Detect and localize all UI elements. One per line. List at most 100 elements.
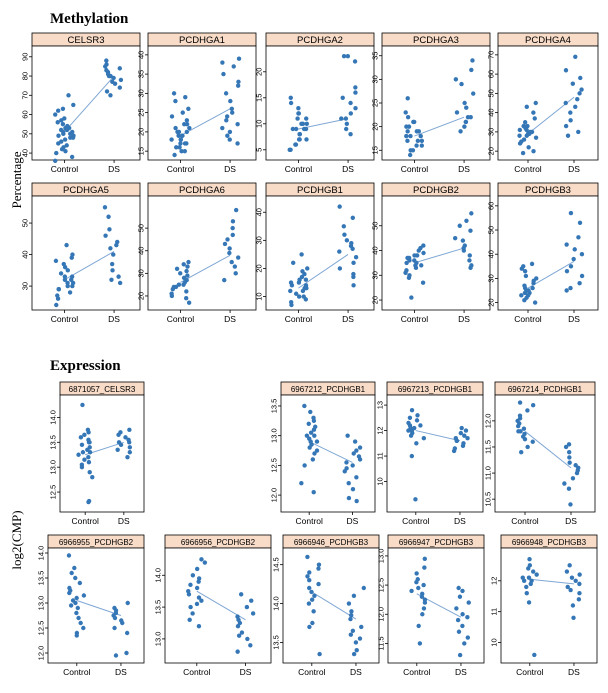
control-point (414, 571, 419, 576)
control-point (421, 606, 427, 611)
control-point (409, 295, 414, 300)
ds-point (233, 271, 238, 276)
control-point (186, 300, 192, 305)
mean-line (415, 430, 461, 442)
control-point (70, 129, 75, 135)
ds-point (579, 252, 585, 257)
ds-point (235, 83, 241, 88)
control-point (522, 283, 527, 288)
ds-point (577, 581, 582, 587)
control-point (415, 138, 421, 144)
control-point (190, 573, 196, 578)
ds-point (353, 106, 358, 111)
ds-point (458, 129, 463, 134)
y-tick-label: 60 (487, 202, 496, 210)
ds-point (564, 268, 570, 274)
ds-point (104, 68, 109, 73)
control-point (184, 121, 190, 127)
ds-point (351, 283, 356, 288)
y-tick-label: 35 (137, 70, 146, 78)
control-point (183, 95, 188, 100)
y-tick-label: 25 (137, 108, 146, 116)
ds-point (570, 476, 576, 481)
panel-title: PCDHGB2 (413, 185, 459, 196)
control-point (176, 133, 181, 138)
y-tick-label: 5 (255, 148, 264, 152)
control-point (65, 283, 70, 289)
control-point (516, 429, 521, 434)
ds-point (467, 253, 472, 258)
x-tick-label: Control (51, 164, 79, 174)
control-point (69, 274, 75, 279)
control-point (80, 402, 85, 408)
ds-point (563, 68, 569, 73)
ds-point (110, 79, 115, 85)
ds-point (452, 235, 458, 241)
control-point (409, 453, 415, 459)
ds-point (351, 271, 356, 277)
ds-point (127, 445, 133, 450)
y-tick-label: 40 (371, 246, 380, 254)
ds-point (113, 653, 119, 658)
x-tick-label: DS (568, 667, 580, 677)
control-point (184, 268, 189, 274)
ds-point (564, 242, 569, 247)
control-point (62, 137, 68, 142)
ds-point (353, 85, 358, 90)
control-point (58, 127, 64, 133)
panel: 6966946_PCDHGB3 13.5 14.0 14.5 Control DS (272, 534, 380, 677)
panel-title: PCDHGA3 (413, 35, 459, 46)
control-point (306, 601, 312, 606)
panel: 6967214_PCDHGB1 10.5 11.0 11.5 12.0 Control DS (484, 381, 596, 526)
ds-point (570, 81, 576, 86)
control-point (58, 271, 64, 276)
ds-point (235, 623, 241, 629)
control-point (304, 116, 309, 121)
ds-point (353, 640, 359, 645)
x-tick-label: DS (347, 516, 359, 526)
ds-point (116, 274, 121, 279)
panel-title: 6967212_PCDHGB1 (291, 385, 366, 394)
control-point (178, 137, 183, 142)
ds-point (356, 454, 362, 459)
ds-point (348, 616, 353, 622)
control-point (185, 273, 190, 278)
control-point (524, 104, 529, 110)
ds-point (238, 592, 244, 597)
ds-point (455, 617, 461, 623)
control-point (528, 129, 533, 135)
control-point (82, 432, 87, 438)
ds-point (235, 121, 240, 127)
ds-point (349, 240, 354, 246)
control-point (87, 445, 92, 450)
ds-point (573, 463, 578, 468)
control-point (86, 455, 91, 460)
control-point (76, 615, 81, 621)
ds-point (452, 446, 458, 451)
panel-title: 6966946_PCDHGB3 (294, 538, 369, 547)
control-point (177, 145, 182, 150)
control-point (293, 291, 299, 296)
control-point (414, 418, 420, 423)
control-point (519, 449, 524, 455)
x-tick-label: Control (516, 667, 544, 677)
ds-point (108, 93, 113, 98)
ds-point (348, 632, 354, 637)
ds-point (457, 652, 463, 658)
ds-point (349, 609, 354, 614)
control-point (532, 300, 538, 305)
control-point (307, 578, 312, 583)
ds-point (229, 259, 234, 265)
control-point (61, 261, 66, 267)
x-tick-label: Control (401, 164, 429, 174)
ds-point (236, 79, 241, 85)
panel-frame (31, 195, 141, 311)
control-point (80, 450, 86, 455)
y-tick-label: 10 (376, 477, 385, 485)
control-point (308, 430, 314, 435)
control-point (288, 288, 293, 294)
control-point (534, 572, 539, 577)
control-point (90, 474, 95, 480)
ds-point (346, 481, 351, 486)
ds-point (227, 246, 232, 251)
